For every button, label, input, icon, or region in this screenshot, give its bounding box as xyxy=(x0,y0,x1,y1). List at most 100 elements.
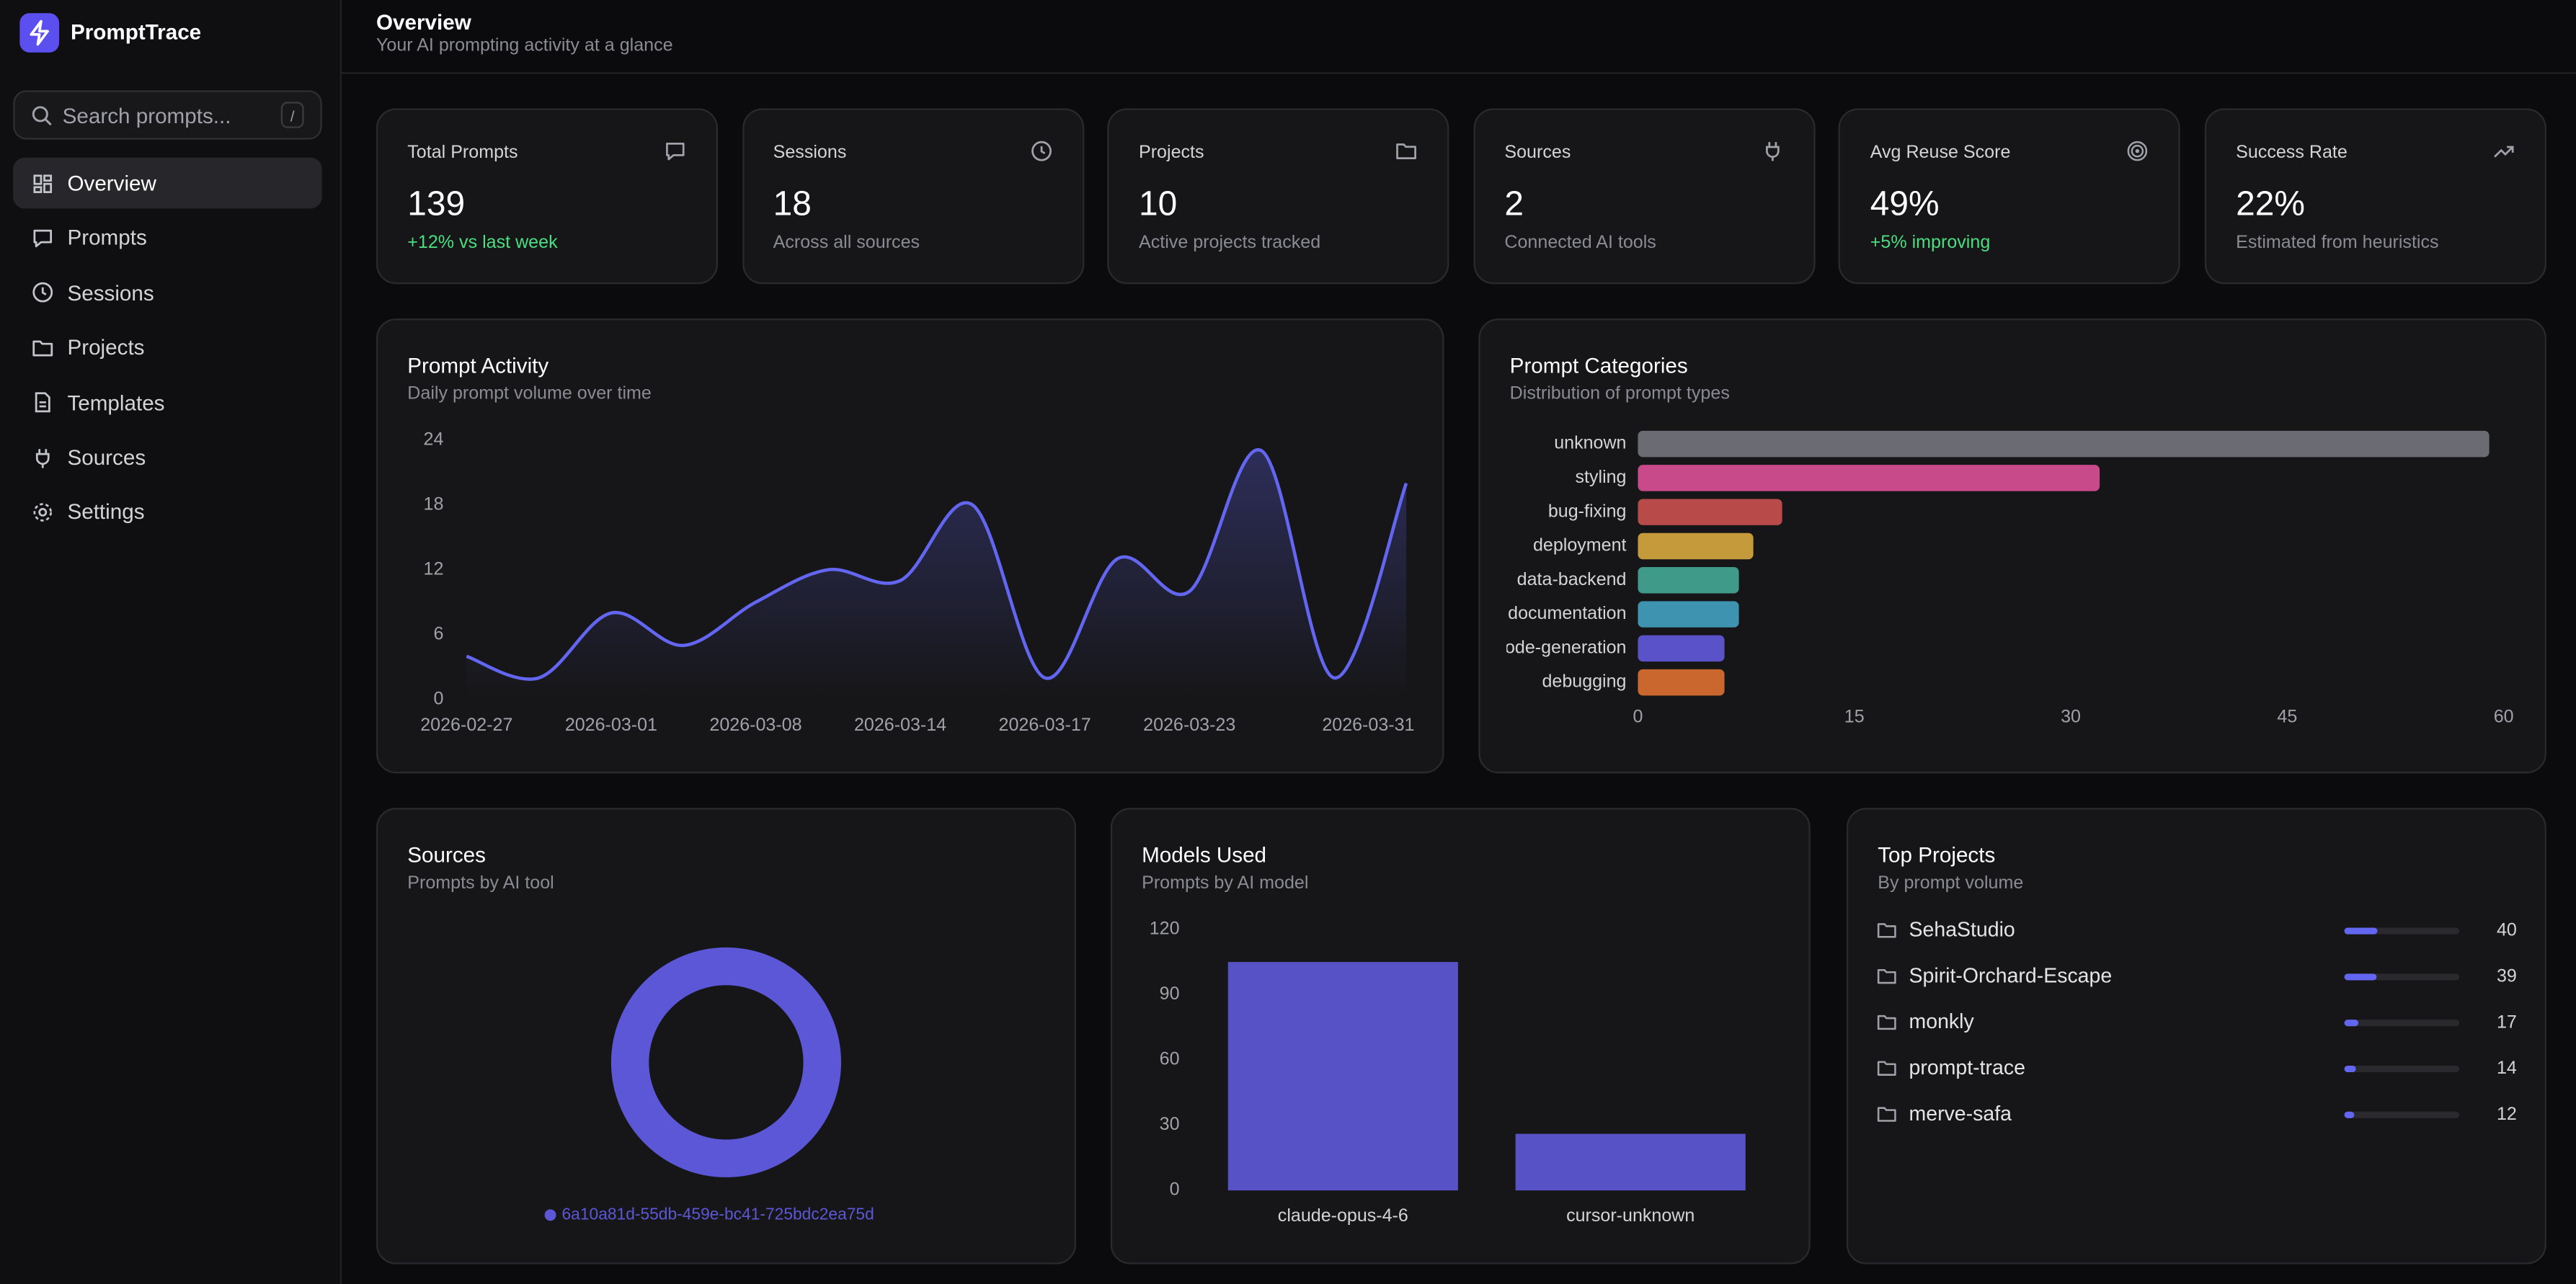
icon xyxy=(2126,140,2149,171)
chart-subtitle: Prompts by AI tool xyxy=(407,873,554,893)
stat-label: Projects xyxy=(1138,143,1204,163)
stat-card: Sessions 18 Across all sources xyxy=(742,108,1084,285)
search-shortcut: / xyxy=(280,102,304,128)
bar xyxy=(1638,601,1739,628)
stat-card: Total Prompts 139 +12% vs last week xyxy=(376,108,719,285)
x-tick-label: cursor-unknown xyxy=(1566,1205,1695,1226)
icon xyxy=(1395,140,1418,171)
donut-slice xyxy=(610,947,842,1177)
x-tick-label: 2026-02-27 xyxy=(420,715,512,735)
icon xyxy=(1876,1012,1898,1041)
brand-name: PromptTrace xyxy=(71,19,202,45)
legend-label: 6a10a81d-55db-459e-bc41-725bdc2ea75d xyxy=(562,1204,874,1223)
icon xyxy=(31,501,54,532)
project-count: 17 xyxy=(2497,1012,2517,1032)
nav-item[interactable]: Overview xyxy=(13,157,322,209)
chart-subtitle: Distribution of prompt types xyxy=(1509,384,1730,404)
icon xyxy=(1029,140,1052,171)
bar xyxy=(1638,499,1782,525)
progress-track xyxy=(2344,1111,2460,1118)
nav-label: Projects xyxy=(67,335,145,360)
stat-card: Avg Reuse Score 49% +5% improving xyxy=(1839,108,2181,285)
stat-value: 139 xyxy=(407,185,466,223)
y-tick-label: 24 xyxy=(424,429,444,449)
x-tick-label: 2026-03-17 xyxy=(999,715,1091,735)
stat-value: 10 xyxy=(1138,185,1178,223)
nav-item[interactable]: Projects xyxy=(13,322,322,373)
category-label: unknown xyxy=(1554,433,1626,453)
icon xyxy=(31,391,54,422)
nav-item[interactable]: Sessions xyxy=(13,267,322,318)
progress-fill xyxy=(2344,1111,2355,1118)
stat-label: Sources xyxy=(1504,143,1571,163)
brand-logo xyxy=(19,13,60,53)
nav-label: Templates xyxy=(67,390,165,415)
bar xyxy=(1638,635,1725,662)
nav-label: Sessions xyxy=(67,280,154,306)
stat-note: +12% vs last week xyxy=(407,233,558,253)
nav-label: Sources xyxy=(67,445,146,470)
category-label: documentation xyxy=(1508,603,1626,623)
x-tick-label: claude-opus-4-6 xyxy=(1278,1205,1408,1226)
line xyxy=(466,448,1408,681)
stat-note: Active projects tracked xyxy=(1138,233,1321,253)
x-tick-label: 2026-03-23 xyxy=(1143,715,1235,735)
progress-track xyxy=(2344,1065,2460,1073)
x-tick-label: 2026-03-01 xyxy=(565,715,657,735)
project-name: SehaStudio xyxy=(1909,919,2015,942)
nav-item[interactable]: Settings xyxy=(13,486,322,538)
search-placeholder: Search prompts... xyxy=(62,103,231,128)
search-box[interactable]: Search prompts... / xyxy=(13,90,322,140)
stat-label: Sessions xyxy=(773,143,847,163)
bar xyxy=(1227,962,1458,1191)
project-name: monkly xyxy=(1909,1010,1975,1033)
chart-card: Sources Prompts by AI tool xyxy=(376,808,1076,1265)
chart-subtitle: Daily prompt volume over time xyxy=(407,384,652,404)
category-label: deployment xyxy=(1533,535,1627,556)
stat-card: Projects 10 Active projects tracked xyxy=(1107,108,1449,285)
stat-value: 22% xyxy=(2236,185,2305,223)
projects-subtitle: By prompt volume xyxy=(1878,873,2024,893)
nav-item[interactable]: Templates xyxy=(13,377,322,428)
bar xyxy=(1638,669,1725,696)
x-tick-label: 2026-03-31 xyxy=(1322,715,1414,735)
y-tick-label: 90 xyxy=(1160,984,1180,1004)
category-label: styling xyxy=(1575,467,1626,487)
y-tick-label: 30 xyxy=(1160,1114,1180,1134)
nav-item[interactable]: Prompts xyxy=(13,213,322,264)
icon xyxy=(1761,140,1784,171)
icon xyxy=(1876,919,1898,949)
stat-label: Avg Reuse Score xyxy=(1870,143,2011,163)
x-tick-label: 2026-03-14 xyxy=(854,715,946,735)
x-tick-label: 60 xyxy=(2494,706,2514,726)
x-tick-label: 30 xyxy=(2061,706,2081,726)
chart-title: Sources xyxy=(407,842,486,868)
nav-item[interactable]: Sources xyxy=(13,432,322,483)
project-name: prompt-trace xyxy=(1909,1056,2025,1079)
y-tick-label: 0 xyxy=(433,688,443,708)
category-label: debugging xyxy=(1542,672,1626,692)
icon xyxy=(31,336,54,367)
nav-label: Overview xyxy=(67,170,156,196)
category-label: bug-fixing xyxy=(1548,501,1627,521)
icon xyxy=(31,446,54,477)
chart-card: Prompt Categories Distribution of prompt … xyxy=(1478,318,2546,774)
progress-track xyxy=(2344,1020,2460,1027)
icon xyxy=(1876,1103,1898,1133)
stat-label: Success Rate xyxy=(2236,143,2348,163)
icon xyxy=(664,140,687,171)
project-count: 40 xyxy=(2497,920,2517,940)
stat-note: Estimated from heuristics xyxy=(2236,233,2439,253)
category-label: data-backend xyxy=(1517,569,1627,589)
chart-title: Prompt Activity xyxy=(407,352,549,378)
stat-value: 2 xyxy=(1504,185,1524,223)
stat-value: 49% xyxy=(1870,185,1940,223)
x-tick-label: 2026-03-08 xyxy=(709,715,801,735)
y-tick-label: 0 xyxy=(1170,1180,1180,1200)
stat-label: Total Prompts xyxy=(407,143,518,163)
bar xyxy=(1638,465,2100,491)
y-tick-label: 60 xyxy=(1160,1049,1180,1069)
project-name: merve-safa xyxy=(1909,1102,2012,1125)
